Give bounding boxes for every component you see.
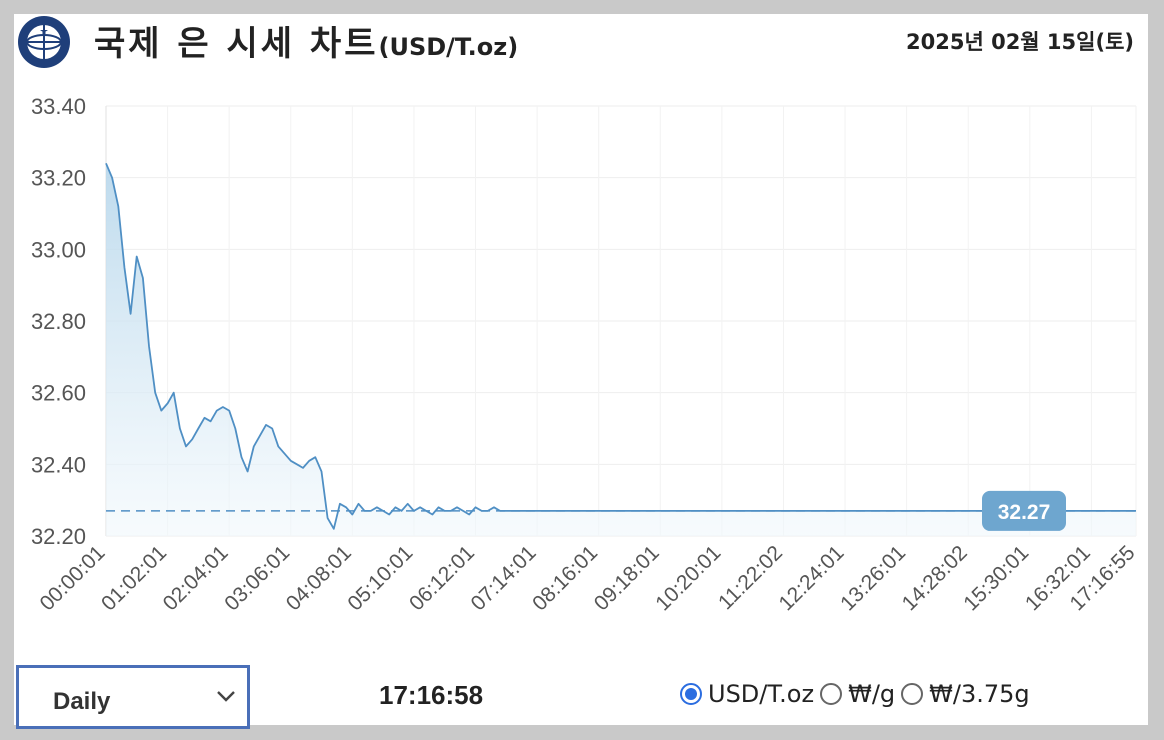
y-tick-label: 32.60 xyxy=(31,381,86,406)
y-tick-label: 32.20 xyxy=(31,524,86,549)
radio-button-icon[interactable] xyxy=(901,683,924,705)
series-line xyxy=(105,162,1136,530)
x-tick-label: 06:12:01 xyxy=(405,541,479,615)
x-tick-label: 15:30:01 xyxy=(959,541,1033,615)
x-tick-label: 03:06:01 xyxy=(220,541,294,615)
chevron-down-icon xyxy=(217,691,235,702)
y-axis-ticks: 33.40 33.20 33.00 32.80 32.60 32.40 32.20 xyxy=(31,94,86,549)
x-tick-label: 13:26:01 xyxy=(836,541,910,615)
x-tick-label: 00:00:01 xyxy=(35,541,109,615)
y-tick-label: 32.40 xyxy=(31,452,86,477)
period-select[interactable]: Daily xyxy=(16,665,250,729)
series-area-fill xyxy=(106,163,1136,537)
company-logo-icon xyxy=(16,14,72,70)
x-tick-label: 07:14:01 xyxy=(467,541,541,615)
y-tick-label: 33.20 xyxy=(31,166,86,191)
x-tick-label: 01:02:01 xyxy=(97,541,171,615)
x-tick-label: 11:22:02 xyxy=(714,541,787,614)
x-axis-ticks: 00:00:0101:02:0102:04:0103:06:0104:08:01… xyxy=(35,541,1139,615)
x-tick-label: 05:10:01 xyxy=(343,541,417,615)
unit-option-label: ₩/g xyxy=(848,680,896,708)
unit-option-2[interactable]: ₩/3.75g xyxy=(901,680,1030,708)
unit-option-1[interactable]: ₩/g xyxy=(820,680,895,708)
chart-title-text: 국제 은 시세 차트 xyxy=(94,24,379,64)
unit-option-0[interactable]: USD/T.oz xyxy=(680,680,814,708)
current-value-badge-box xyxy=(982,490,1066,531)
chart-title: 국제 은 시세 차트(USD/T.oz) xyxy=(94,16,518,65)
unit-option-label: ₩/3.75g xyxy=(929,680,1030,708)
chart-title-unit: (USD/T.oz) xyxy=(378,33,519,61)
x-tick-label: 12:24:01 xyxy=(775,541,849,615)
current-time: 17:16:58 xyxy=(379,680,484,710)
radio-button-icon[interactable] xyxy=(680,683,702,705)
period-select-value: Daily xyxy=(53,688,111,715)
y-tick-label: 33.00 xyxy=(31,237,86,262)
x-tick-label: 14:28:02 xyxy=(898,541,972,615)
y-tick-label: 33.40 xyxy=(31,94,86,119)
chart-line-series xyxy=(105,162,1136,530)
x-tick-label: 08:16:01 xyxy=(528,541,602,615)
chart-date: 2025년 02월 15일(토) xyxy=(906,30,1134,54)
radio-button-icon[interactable] xyxy=(820,683,843,705)
price-chart: 33.40 33.20 33.00 32.80 32.60 32.40 32.20 00:0… xyxy=(31,94,1140,615)
y-tick-label: 32.80 xyxy=(31,309,86,334)
x-tick-label: 02:04:01 xyxy=(159,541,233,615)
current-value-badge: 32.27 xyxy=(982,490,1066,531)
current-value-badge-label: 32.27 xyxy=(998,501,1051,524)
x-tick-label: 04:08:01 xyxy=(282,541,356,615)
x-tick-label: 09:18:01 xyxy=(590,541,664,615)
unit-radio-group: USD/T.oz ₩/g ₩/3.75g xyxy=(680,674,1036,714)
chart-area xyxy=(106,163,1136,537)
chart-panel: 국제 은 시세 차트(USD/T.oz) 2025년 02월 15일(토) 33… xyxy=(14,14,1148,729)
unit-option-label: USD/T.oz xyxy=(708,680,815,708)
x-tick-label: 10:20:01 xyxy=(651,541,725,615)
